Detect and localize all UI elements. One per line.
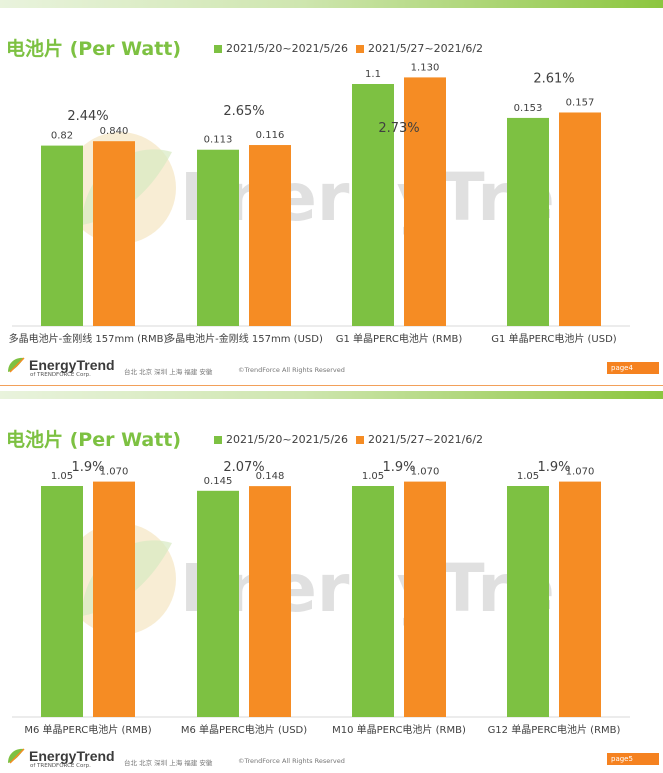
change-percent-label: 2.61%: [533, 71, 574, 86]
page-number-tag: page4: [607, 362, 659, 374]
footer-copyright: ©TrendForce All Rights Reserved: [238, 757, 345, 765]
slide-page5: 电池片 (Per Watt) 2021/5/20~2021/5/26 2021/…: [0, 391, 663, 773]
top-accent-bar: [0, 391, 663, 399]
legend-swatch-series2: [356, 44, 365, 53]
footer-copyright: ©TrendForce All Rights Reserved: [238, 366, 345, 374]
bar-series1: [197, 149, 239, 326]
logo-text: EnergyTrend: [29, 748, 115, 764]
data-label: 1.05: [362, 471, 384, 482]
category-label: G1 单晶PERC电池片 (USD): [491, 332, 617, 345]
category-label: M6 单晶PERC电池片 (RMB): [24, 723, 151, 736]
slide-page4: 电池片 (Per Watt) 2021/5/20~2021/5/26 2021/…: [0, 0, 663, 382]
bar-series2: [559, 112, 601, 326]
slide-separator: [0, 385, 663, 386]
change-percent-label: 1.9%: [382, 460, 415, 475]
data-label: 1.130: [411, 62, 440, 73]
bar-series2: [93, 141, 135, 326]
bar-series2: [559, 481, 601, 717]
legend-swatch-series2: [356, 435, 365, 444]
legend-label-series2: 2021/5/27~2021/6/2: [368, 42, 484, 55]
bar-chart: 1.05 1.070 M6 单晶PERC电池片 (RMB) 1.9% 0.145 0.14…: [12, 460, 630, 736]
change-percent-label: 2.73%: [378, 121, 419, 136]
bar-series2: [249, 486, 291, 717]
legend-label-series1: 2021/5/20~2021/5/26: [226, 42, 349, 55]
data-label: 0.113: [204, 135, 233, 146]
bar-series2: [249, 145, 291, 326]
footer-cities: 台北 北京 深圳 上海 福建 安徽: [124, 759, 213, 767]
top-accent-bar: [0, 0, 663, 8]
data-label: 1.070: [100, 467, 129, 478]
bar-series2: [404, 481, 446, 717]
bar-series1: [507, 117, 549, 326]
footer: EnergyTrend of TRENDFORCE Corp. 台北 北京 深圳…: [0, 350, 663, 382]
bar-series1: [352, 84, 394, 326]
footer-cities: 台北 北京 深圳 上海 福建 安徽: [124, 368, 213, 376]
category-label: M10 单晶PERC电池片 (RMB): [332, 723, 466, 736]
data-label: 0.145: [204, 476, 233, 487]
bar-series1: [41, 486, 83, 717]
bar-series2: [404, 77, 446, 327]
logo-text: EnergyTrend: [29, 357, 115, 373]
legend: 2021/5/20~2021/5/26 2021/5/27~2021/6/2: [214, 42, 483, 55]
energytrend-logo-icon: [8, 748, 25, 764]
change-percent-label: 2.65%: [223, 104, 264, 119]
energytrend-logo-icon: [8, 357, 25, 373]
data-label: 0.153: [514, 103, 543, 114]
footer: EnergyTrend of TRENDFORCE Corp. 台北 北京 深圳…: [0, 741, 663, 773]
category-label: M6 单晶PERC电池片 (USD): [181, 723, 307, 736]
legend-swatch-series1: [214, 44, 222, 53]
data-label: 0.840: [100, 126, 129, 137]
legend-swatch-series1: [214, 435, 222, 444]
slide-title: 电池片 (Per Watt): [6, 429, 182, 451]
bar-series1: [352, 486, 394, 717]
page-number-tag: page5: [607, 753, 659, 765]
category-label: G12 单晶PERC电池片 (RMB): [488, 723, 621, 736]
bar-series1: [41, 145, 83, 326]
data-label: 0.148: [256, 471, 285, 482]
legend: 2021/5/20~2021/5/26 2021/5/27~2021/6/2: [214, 433, 483, 446]
data-label: 0.116: [256, 130, 285, 141]
data-label: 0.157: [566, 97, 595, 108]
category-label: 多晶电池片-金刚线 157mm (USD): [165, 332, 323, 345]
change-percent-label: 2.07%: [223, 460, 264, 475]
bar-series2: [93, 481, 135, 717]
change-percent-label: 1.9%: [537, 460, 570, 475]
category-label: G1 单晶PERC电池片 (RMB): [336, 332, 463, 345]
data-label: 1.070: [566, 467, 595, 478]
bar-chart: 0.82 0.840 多晶电池片-金刚线 157mm (RMB) 2.44% 0.113…: [9, 62, 630, 345]
slide-title: 电池片 (Per Watt): [6, 38, 182, 60]
data-label: 1.070: [411, 467, 440, 478]
bar-series1: [197, 490, 239, 717]
footer-logo: EnergyTrend: [6, 356, 115, 374]
data-label: 1.1: [365, 69, 381, 80]
logo-subtitle: of TRENDFORCE Corp.: [30, 763, 91, 769]
bar-series1: [507, 486, 549, 717]
data-label: 1.05: [51, 471, 73, 482]
category-label: 多晶电池片-金刚线 157mm (RMB): [9, 332, 168, 345]
legend-label-series2: 2021/5/27~2021/6/2: [368, 433, 484, 446]
logo-subtitle: of TRENDFORCE Corp.: [30, 372, 91, 378]
change-percent-label: 2.44%: [67, 109, 108, 124]
legend-label-series1: 2021/5/20~2021/5/26: [226, 433, 349, 446]
data-label: 1.05: [517, 471, 539, 482]
footer-logo: EnergyTrend: [6, 747, 115, 765]
data-label: 0.82: [51, 131, 73, 142]
change-percent-label: 1.9%: [71, 460, 104, 475]
